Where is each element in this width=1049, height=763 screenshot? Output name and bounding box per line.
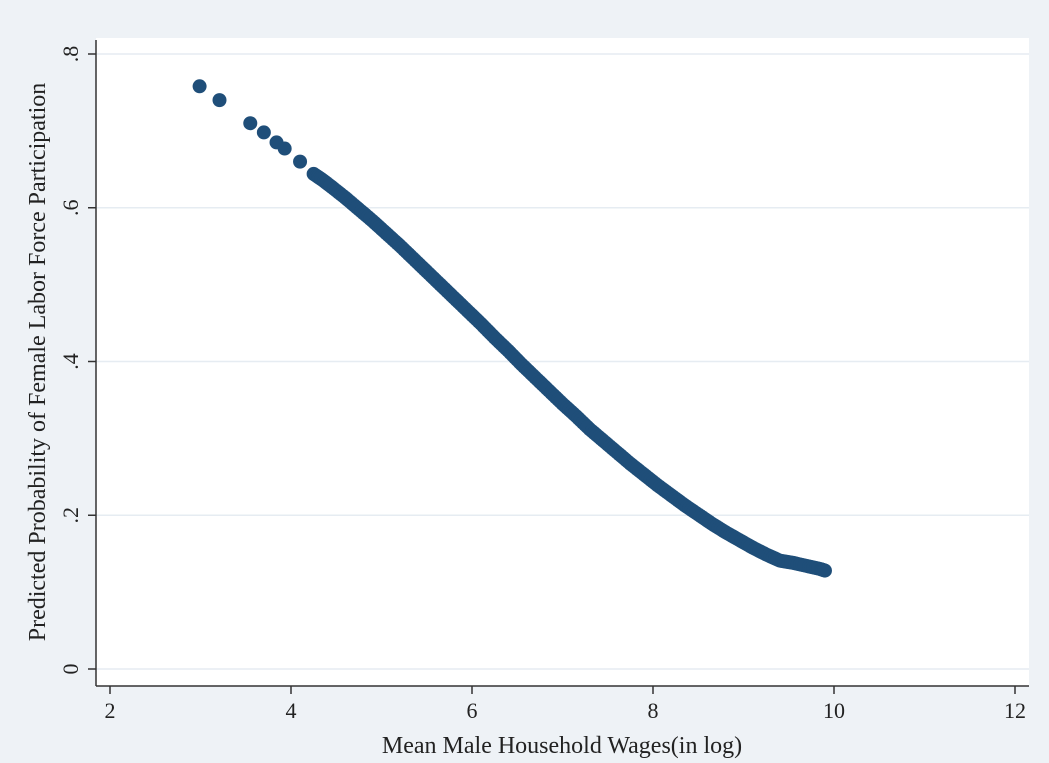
y-tick-label: .2: [58, 507, 83, 524]
data-point: [256, 125, 271, 140]
y-tick-label: 0: [58, 664, 83, 675]
data-point: [192, 79, 207, 94]
data-points: [192, 79, 832, 578]
curve-fill-point: [817, 563, 832, 578]
x-ticks: 2 4 6 8 10 12: [105, 686, 1026, 723]
data-point: [243, 116, 258, 131]
x-tick-label: 8: [648, 698, 659, 723]
data-point: [293, 154, 308, 169]
y-tick-label: .8: [58, 46, 83, 63]
data-point: [277, 141, 292, 156]
x-tick-label: 2: [105, 698, 116, 723]
x-tick-label: 12: [1004, 698, 1026, 723]
data-point: [212, 93, 227, 108]
x-tick-label: 10: [823, 698, 845, 723]
y-tick-label: .6: [58, 200, 83, 217]
y-ticks: 0 .2 .4 .6 .8: [58, 46, 96, 675]
x-tick-label: 4: [286, 698, 297, 723]
axes: [95, 40, 1029, 687]
grid-lines: [96, 53, 1029, 670]
x-tick-label: 6: [467, 698, 478, 723]
x-axis-label: Mean Male Household Wages(in log): [382, 733, 742, 759]
y-axis-label: Predicted Probability of Female Labor Fo…: [25, 83, 51, 642]
y-tick-label: .4: [58, 353, 83, 370]
